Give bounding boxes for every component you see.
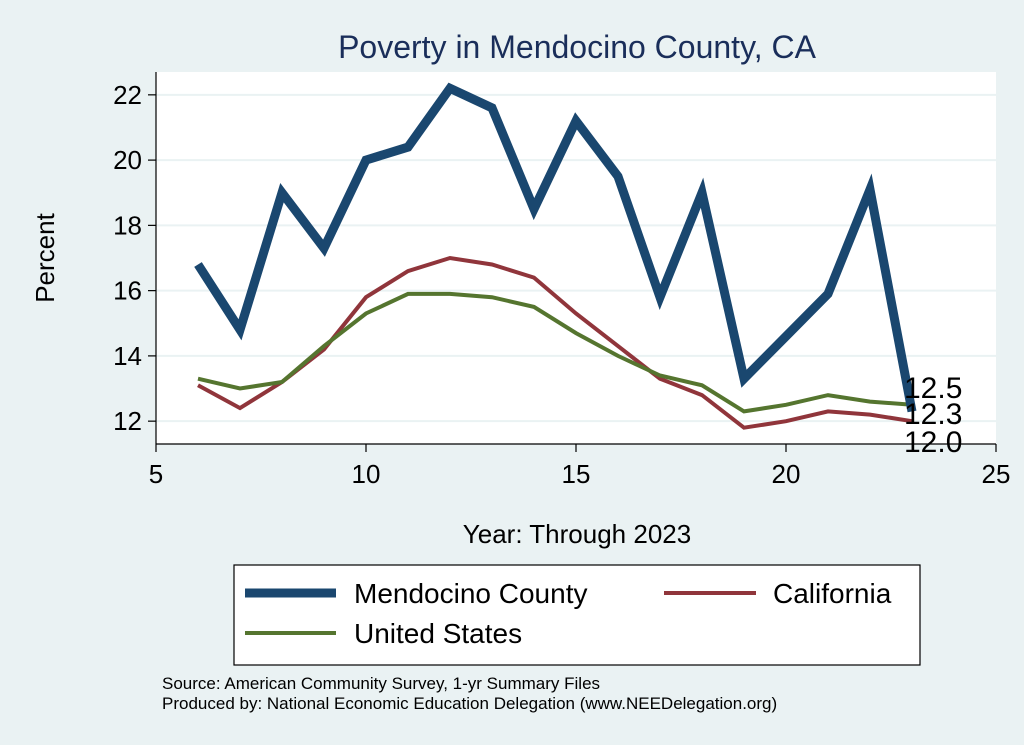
legend-box (233, 564, 921, 666)
end-labels: 12.512.312.0 (904, 372, 962, 459)
y-tick-label: 20 (113, 145, 142, 175)
end-value-label: 12.5 (904, 372, 962, 405)
chart-title: Poverty in Mendocino County, CA (338, 29, 817, 65)
source-note: Source: American Community Survey, 1-yr … (162, 674, 600, 693)
y-axis-label: Percent (30, 212, 60, 302)
x-tick-label: 10 (352, 459, 381, 489)
end-value-label: 12.0 (904, 426, 962, 459)
x-axis-label: Year: Through 2023 (463, 519, 691, 549)
y-tick-label: 22 (113, 80, 142, 110)
legend-label-united-states: United States (354, 618, 522, 649)
x-tick-label: 15 (562, 459, 591, 489)
y-tick-label: 16 (113, 276, 142, 306)
y-tick-label: 12 (113, 406, 142, 436)
x-tick-label: 5 (149, 459, 163, 489)
y-tick-label: 14 (113, 341, 142, 371)
legend: Mendocino County California United State… (233, 564, 921, 666)
y-ticks: 12 14 16 18 20 22 (113, 80, 156, 436)
end-value-label: 12.3 (904, 398, 962, 431)
legend-label-california: California (773, 578, 892, 609)
series-line-united-states (197, 291, 913, 414)
x-tick-label: 20 (772, 459, 801, 489)
produced-by-note: Produced by: National Economic Education… (162, 694, 777, 713)
x-ticks: 5 10 15 20 25 (149, 444, 1011, 489)
legend-label-mendocino: Mendocino County (354, 578, 587, 609)
plot-area (156, 72, 996, 444)
y-tick-label: 18 (113, 210, 142, 240)
series-lines (194, 82, 917, 430)
series-line-california (197, 255, 913, 430)
x-tick-label: 25 (982, 459, 1011, 489)
series-line-mendocino-county (194, 82, 917, 413)
